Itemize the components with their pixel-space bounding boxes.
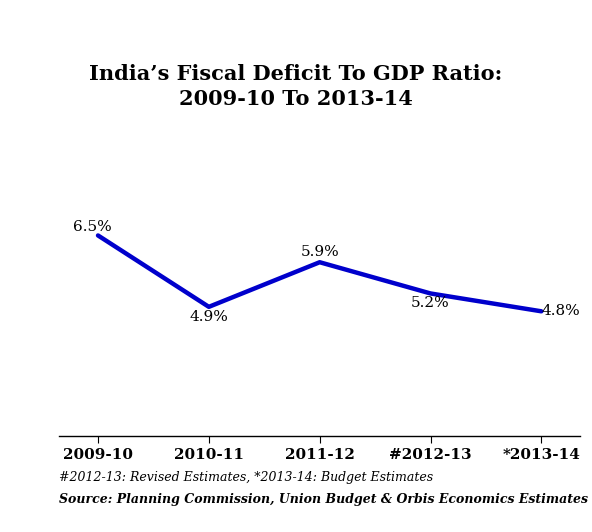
Text: 4.9%: 4.9% <box>189 310 229 323</box>
Text: 4.8%: 4.8% <box>542 304 581 318</box>
Text: Source: Planning Commission, Union Budget & Orbis Economics Estimates: Source: Planning Commission, Union Budge… <box>59 493 588 506</box>
Text: #2012-13: Revised Estimates, *2013-14: Budget Estimates: #2012-13: Revised Estimates, *2013-14: B… <box>59 471 433 485</box>
Text: 5.2%: 5.2% <box>411 296 450 310</box>
Text: 5.9%: 5.9% <box>300 245 339 260</box>
Text: 6.5%: 6.5% <box>73 220 112 234</box>
Text: India’s Fiscal Deficit To GDP Ratio:
2009-10 To 2013-14: India’s Fiscal Deficit To GDP Ratio: 200… <box>89 64 503 109</box>
